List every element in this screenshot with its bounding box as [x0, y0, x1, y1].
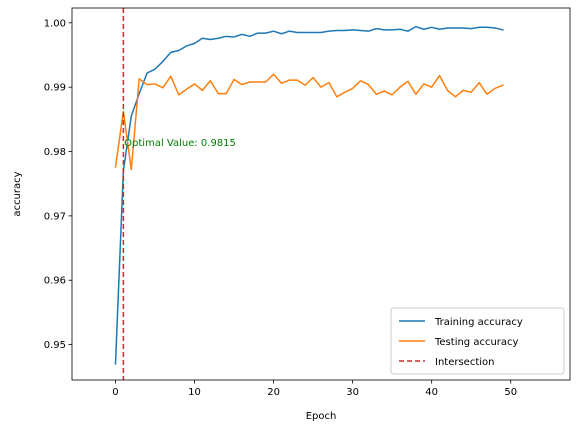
- axes-frame: [71, 7, 571, 381]
- y-tick-label: 0.96: [44, 276, 66, 287]
- y-tick-label: 0.98: [44, 147, 66, 158]
- x-tick-label: 10: [188, 387, 201, 398]
- series-line-training-accuracy: [114, 25, 504, 365]
- legend-box: [390, 307, 565, 375]
- y-tick-label: 0.95: [44, 340, 66, 351]
- series-group: [114, 8, 504, 380]
- x-tick-label: 0: [112, 387, 118, 398]
- x-axis-label: Epoch: [306, 411, 337, 422]
- y-axis-label: accuracy: [12, 171, 23, 216]
- plot-area: [114, 8, 504, 380]
- x-tick-label: 50: [504, 387, 517, 398]
- y-tick-label: 0.97: [44, 211, 66, 222]
- x-tick-label: 40: [425, 387, 438, 398]
- y-tick-label: 0.99: [44, 83, 66, 94]
- x-tick-label: 30: [346, 387, 359, 398]
- x-tick-label: 20: [267, 387, 280, 398]
- legend-label-intersection: Intersection: [435, 357, 495, 368]
- legend: Training accuracy Testing accuracy Inter…: [390, 307, 565, 375]
- y-tick-label: 1.00: [44, 18, 66, 29]
- axes: 0 10 20 30 40 50 0.95 0.96 0.97 0.98 0.99 1.00: [44, 7, 571, 398]
- legend-label-training: Training accuracy: [434, 317, 523, 328]
- series-line-testing-accuracy: [114, 73, 504, 171]
- annotation-optimal-value: Optimal Value: 0.9815: [124, 138, 236, 149]
- legend-label-testing: Testing accuracy: [434, 337, 519, 348]
